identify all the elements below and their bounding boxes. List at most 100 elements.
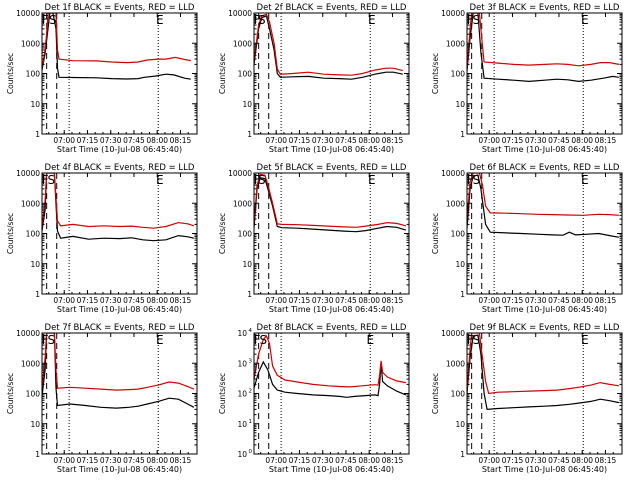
series-line-lld xyxy=(254,13,403,76)
y-tick-label: 1000 xyxy=(21,359,40,368)
interval-marker-s: S xyxy=(47,173,55,187)
interval-marker-e: E xyxy=(581,333,589,347)
series-line-lld xyxy=(42,333,195,391)
x-tick-label: 07:45 xyxy=(123,296,145,305)
y-tick-label: 1000 xyxy=(233,199,252,208)
y-tick-label: 1000 xyxy=(21,39,40,48)
series-line-lld xyxy=(467,333,619,395)
y-tick-label: 10 xyxy=(455,420,465,429)
series-line-events xyxy=(254,360,407,398)
interval-marker-e: E xyxy=(156,333,164,347)
plot-frame xyxy=(41,332,198,455)
chart-title: Det 7f BLACK = Events, RED = LLD xyxy=(45,323,195,333)
x-tick-label: 08:15 xyxy=(170,136,192,145)
x-axis-label: Start Time (10-Jul-08 06:45:40) xyxy=(57,305,182,314)
y-tick-label: 10 xyxy=(237,450,247,459)
interval-marker-e: E xyxy=(366,333,374,347)
series-line-lld xyxy=(467,173,619,220)
y-axis-label: Counts/sec xyxy=(6,53,15,94)
y-tick-label: 100 xyxy=(26,230,41,239)
x-tick-label: 07:45 xyxy=(335,456,357,465)
y-axis-label: Counts/sec xyxy=(218,53,227,94)
series-line-events xyxy=(467,174,620,238)
y-tick-label: 10 xyxy=(237,390,247,399)
y-tick-label: 1 xyxy=(247,290,252,299)
x-tick-label: 07:45 xyxy=(548,456,570,465)
y-tick-exponent: 4 xyxy=(249,328,253,334)
y-tick-exponent: 2 xyxy=(249,389,253,395)
x-tick-label: 07:45 xyxy=(123,136,145,145)
interval-marker-s: S xyxy=(472,173,480,187)
interval-marker-s: S xyxy=(472,13,480,27)
chart-title: Det 5f BLACK = Events, RED = LLD xyxy=(257,163,407,173)
x-tick-label: 07:00 xyxy=(478,296,500,305)
x-tick-label: 07:00 xyxy=(265,296,287,305)
x-tick-label: 08:15 xyxy=(382,456,404,465)
chart-title: Det 2f BLACK = Events, RED = LLD xyxy=(257,3,407,13)
x-tick-label: 07:15 xyxy=(502,456,524,465)
x-tick-label: 08:15 xyxy=(382,296,404,305)
y-tick-label: 1000 xyxy=(233,39,252,48)
chart-title: Det 1f BLACK = Events, RED = LLD xyxy=(45,3,195,13)
y-tick-label: 100 xyxy=(26,390,41,399)
series-line-events xyxy=(42,13,191,80)
y-axis-label: Counts/sec xyxy=(6,213,15,254)
y-tick-label: 10 xyxy=(455,260,465,269)
y-tick-label: 10 xyxy=(237,329,247,338)
x-tick-label: 07:00 xyxy=(265,456,287,465)
x-axis-label: Start Time (10-Jul-08 06:45:40) xyxy=(57,145,182,154)
x-tick-label: 07:15 xyxy=(289,296,311,305)
y-axis-label: Counts/sec xyxy=(6,373,15,414)
series-line-lld xyxy=(42,13,191,69)
interval-marker-f: F xyxy=(254,333,261,347)
interval-marker-s: S xyxy=(49,13,57,27)
x-tick-label: 07:45 xyxy=(548,296,570,305)
y-tick-label: 100 xyxy=(451,390,466,399)
x-tick-label: 07:30 xyxy=(312,136,334,145)
y-tick-label: 10 xyxy=(30,420,40,429)
x-tick-label: 07:45 xyxy=(548,136,570,145)
y-tick-label: 100 xyxy=(238,230,253,239)
x-tick-label: 07:15 xyxy=(77,136,99,145)
chart-title: Det 9f BLACK = Events, RED = LLD xyxy=(470,323,620,333)
series-line-events xyxy=(42,173,195,242)
y-tick-label: 1 xyxy=(35,130,40,139)
x-tick-label: 08:00 xyxy=(146,136,168,145)
x-tick-label: 08:00 xyxy=(146,296,168,305)
y-tick-label: 10000 xyxy=(16,169,40,178)
y-tick-label: 10000 xyxy=(441,329,465,338)
interval-marker-e: E xyxy=(368,173,376,187)
x-tick-label: 08:00 xyxy=(358,296,380,305)
series-line-lld xyxy=(254,334,407,388)
y-tick-label: 10 xyxy=(30,260,40,269)
interval-marker-f: F xyxy=(467,173,474,187)
series-line-lld xyxy=(254,173,407,228)
x-tick-label: 07:30 xyxy=(525,136,547,145)
x-tick-label: 08:15 xyxy=(595,136,617,145)
series-line-events xyxy=(42,333,195,409)
series-line-events xyxy=(467,334,620,410)
x-tick-label: 07:30 xyxy=(312,296,334,305)
interval-marker-s: S xyxy=(472,333,480,347)
x-tick-label: 07:00 xyxy=(53,136,75,145)
y-tick-label: 10000 xyxy=(441,169,465,178)
y-tick-label: 10 xyxy=(237,420,247,429)
x-tick-label: 08:00 xyxy=(571,136,593,145)
interval-marker-f: F xyxy=(42,173,49,187)
y-tick-label: 1 xyxy=(460,130,465,139)
x-tick-label: 07:15 xyxy=(289,456,311,465)
y-tick-label: 10000 xyxy=(228,169,252,178)
chart-title: Det 8f BLACK = Events, RED = LLD xyxy=(257,323,407,333)
x-tick-label: 08:15 xyxy=(595,296,617,305)
y-tick-label: 1 xyxy=(35,450,40,459)
y-tick-label: 1 xyxy=(247,130,252,139)
x-tick-label: 08:15 xyxy=(170,456,192,465)
interval-marker-f: F xyxy=(42,13,49,27)
series-line-events xyxy=(467,13,619,83)
